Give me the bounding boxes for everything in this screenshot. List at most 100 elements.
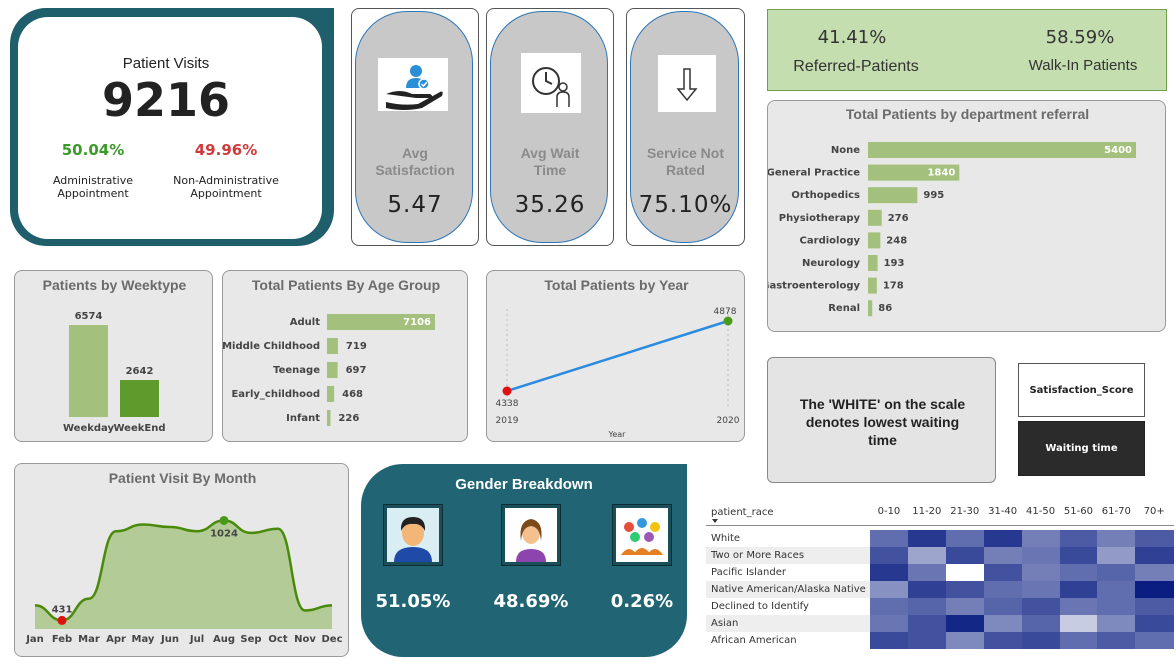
- age-chart-title: Total Patients By Age Group: [251, 277, 441, 293]
- month-value-label: 1024: [210, 528, 238, 539]
- heatmap-row-label: Native American/Alaska Native: [711, 584, 866, 595]
- month-tick-label: Nov: [294, 634, 316, 645]
- age-category-label: Early_childhood: [231, 389, 320, 400]
- age-value-label: 226: [338, 413, 359, 424]
- month-chart-card: Patient Visit By Month Jan Feb 431 Mar Apr Ma…: [14, 463, 349, 657]
- weektype-category-label: Weekday: [63, 423, 114, 434]
- weektype-value-label: 6574: [75, 311, 103, 322]
- dept-category-label: Renal: [828, 303, 860, 314]
- other-pct: 0.26%: [610, 591, 674, 612]
- heatmap-cell: [1059, 615, 1098, 632]
- dept-value-label: 178: [883, 281, 904, 292]
- kpi-wait-tile: Avg Wait Time 35.26: [486, 8, 614, 246]
- heatmap-cell: [1059, 547, 1098, 564]
- heatmap-cell: [945, 632, 985, 649]
- dept-category-label: Orthopedics: [791, 190, 860, 201]
- department-chart-title: Total Patients by department referral: [845, 106, 1090, 122]
- heatmap-cell: [945, 598, 985, 615]
- heatmap-cell: [1135, 530, 1174, 547]
- kpi-not-rated-label: Service Not Rated: [646, 145, 725, 178]
- waiting-note-card: The 'WHITE' on the scale denotes lowest w…: [767, 357, 996, 483]
- heatmap-cell: [945, 615, 985, 632]
- heatmap-cell: [983, 547, 1023, 564]
- dept-category-label: None: [831, 145, 860, 156]
- heatmap-row-label: Two or More Races: [711, 550, 805, 561]
- nonadmin-label: Non-Administrative Appointment: [173, 174, 279, 200]
- age-category-label: Infant: [286, 413, 320, 424]
- month-tick-label: Sep: [240, 634, 261, 645]
- referral-split-card: 41.41% Referred-Patients 58.59% Walk-In …: [767, 9, 1167, 91]
- admin-pct: 50.04%: [61, 141, 125, 159]
- year-value-label: 4878: [714, 307, 737, 317]
- heatmap-row-bg: [706, 547, 870, 564]
- heatmap-cell: [983, 632, 1023, 649]
- satisfaction-score-button[interactable]: Satisfaction_Score: [1018, 363, 1145, 417]
- walkin-pct: 58.59%: [1045, 27, 1115, 48]
- heatmap-cell: [1135, 615, 1174, 632]
- department-chart: None 5400 General Practice 1840 Orthopedics 9…: [768, 142, 1136, 317]
- month-area-fill: [35, 520, 332, 629]
- dept-category-label: Gastroenterology: [768, 281, 860, 292]
- heatmap-cell: [1135, 632, 1174, 649]
- heatmap-row-bg: [706, 564, 870, 581]
- male-avatar-icon: [383, 504, 443, 566]
- heatmap-cell: [870, 598, 909, 615]
- satisfaction-hand-icon: [378, 58, 448, 111]
- heatmap-cell: [983, 581, 1023, 598]
- year-axis-label: Year: [608, 430, 627, 439]
- month-point-max: [219, 515, 229, 525]
- month-tick-label: Oct: [268, 634, 287, 645]
- heatmap-cell: [945, 581, 985, 598]
- heatmap-cell: [907, 615, 947, 632]
- heatmap-cell: [1097, 632, 1136, 649]
- dept-bar: [868, 255, 878, 271]
- weektype-category-label: WeekEnd: [114, 423, 166, 434]
- heatmap-cell: [907, 530, 947, 547]
- referred-label: Referred-Patients: [793, 58, 919, 75]
- dept-bar: [868, 209, 882, 226]
- dept-category-label: Physiotherapy: [779, 213, 861, 224]
- year-chart: 4338 4878 2019 2020 Year: [496, 307, 740, 439]
- dept-category-label: Cardiology: [800, 235, 861, 246]
- race-age-heatmap: patient_race 0-10 11-20 21-30 31-40 41-50 51-6…: [706, 500, 1174, 650]
- kpi-not-rated-value: 75.10%: [638, 192, 733, 218]
- heatmap-cell: [870, 581, 909, 598]
- down-arrow-icon: [658, 55, 716, 112]
- kpi-wait-label: Avg Wait Time: [520, 145, 580, 178]
- heatmap-cell: [1097, 598, 1136, 615]
- month-tick-label: Aug: [213, 634, 235, 645]
- weektype-chart-title: Patients by Weektype: [42, 277, 187, 293]
- heatmap-row-bg: [706, 581, 870, 598]
- dept-category-label: Neurology: [802, 258, 861, 269]
- heatmap-column-header: 31-40: [988, 506, 1018, 517]
- month-tick-label: Jan: [25, 634, 44, 645]
- heatmap-cell: [907, 632, 947, 649]
- heatmap-row-label: White: [711, 533, 741, 544]
- heatmap-cell: [870, 530, 909, 547]
- heatmap-cell: [983, 564, 1023, 581]
- heatmap-column-header: 41-50: [1026, 506, 1056, 517]
- sort-desc-icon[interactable]: [712, 519, 718, 523]
- male-pct: 51.05%: [375, 591, 451, 612]
- age-chart-card: Total Patients By Age Group Adult 7106 Mid…: [222, 270, 468, 442]
- heatmap-column-header: 21-30: [950, 506, 980, 517]
- age-value-label: 7106: [403, 317, 431, 328]
- heatmap-cell: [1097, 581, 1136, 598]
- month-tick-label: Jul: [189, 634, 204, 645]
- weektype-chart-card: Patients by Weektype 6574 Weekday 2642 Week…: [14, 270, 213, 442]
- heatmap-cell: [1059, 530, 1098, 547]
- heatmap-row-header[interactable]: patient_race: [711, 507, 774, 518]
- month-chart: Jan Feb 431 Mar Apr May Jun Jul Aug 1024 Sep Oct Nov…: [25, 515, 343, 645]
- age-bar: [327, 386, 335, 402]
- heatmap-column-header: 0-10: [877, 506, 901, 517]
- heatmap-column-header: 11-20: [912, 506, 942, 517]
- heatmap-cell: [870, 615, 909, 632]
- dept-bar: [868, 142, 1136, 158]
- waiting-time-button[interactable]: Waiting time: [1018, 421, 1145, 476]
- heatmap-cell: [1097, 564, 1136, 581]
- dept-bar: [868, 232, 881, 249]
- age-bar: [327, 314, 435, 330]
- age-bar: [327, 362, 338, 378]
- year-point-max: [723, 316, 733, 326]
- dept-bar: [868, 187, 918, 204]
